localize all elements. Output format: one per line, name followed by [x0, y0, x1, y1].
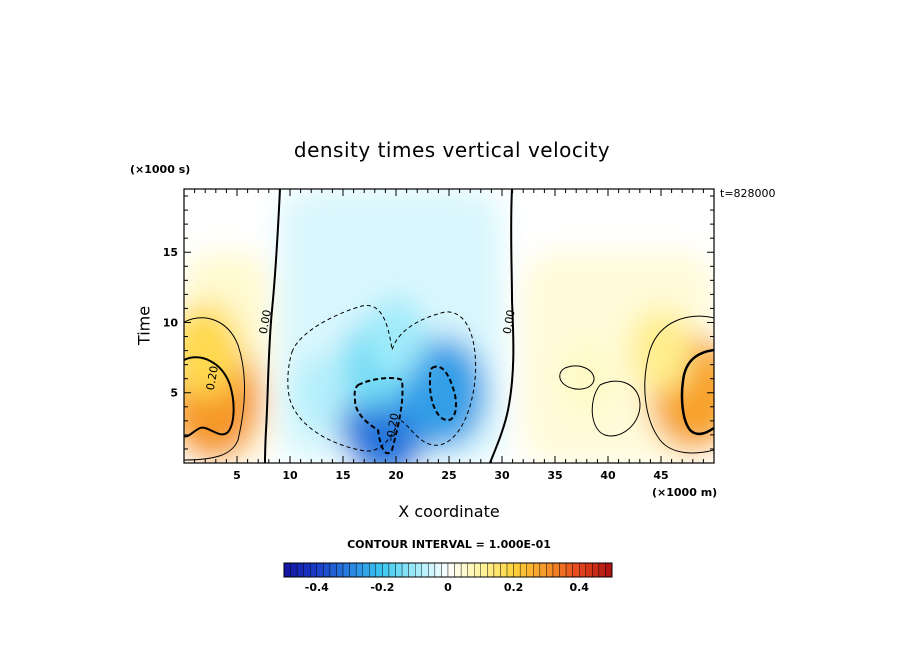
colorbar-cell-44 — [572, 562, 580, 578]
y-tick-label-10: 10 — [163, 316, 179, 329]
colorbar-cell-30 — [480, 562, 488, 578]
colorbar-cell-12 — [362, 562, 370, 578]
colorbar-cell-25 — [447, 562, 455, 578]
colorbar-tick-label-4: 0.4 — [569, 581, 589, 594]
field-blob-8 — [366, 296, 426, 377]
contour-label-2: 0.20 — [204, 365, 221, 391]
x-tick-label-25: 25 — [441, 469, 456, 482]
field-blob-9 — [293, 354, 351, 431]
colorbar-cell-24 — [441, 562, 449, 578]
colorbar-cell-18 — [401, 562, 409, 578]
colorbar-cell-46 — [585, 562, 593, 578]
colorbar-cell-4 — [310, 562, 317, 578]
y-tick-label-5: 5 — [170, 387, 178, 400]
colorbar-cell-9 — [342, 562, 350, 578]
colorbar-cell-22 — [428, 562, 436, 578]
contour-pos-left-0.1 — [184, 317, 245, 461]
y-tick-label-15: 15 — [163, 246, 178, 259]
colorbar-cell-6 — [323, 562, 331, 578]
chart-title: density times vertical velocity — [293, 138, 611, 162]
contour-pos-right-0.2 — [680, 348, 714, 436]
colorbar-cell-15 — [382, 562, 390, 578]
contour-zero-right — [489, 189, 515, 463]
colorbar-frame — [283, 562, 613, 578]
colorbar-cell-17 — [395, 562, 403, 578]
colorbar-cell-43 — [565, 562, 573, 578]
contour-label-3: -0.20 — [384, 412, 402, 442]
colorbar-cell-16 — [388, 562, 396, 578]
x-tick-label-5: 5 — [233, 469, 241, 482]
colorbar-cell-19 — [408, 562, 416, 578]
contour-neg-0.2-left — [353, 376, 404, 455]
contour-neg-0.1 — [287, 304, 477, 452]
x-tick-label-30: 30 — [494, 469, 510, 482]
x-units-label: (×1000 m) — [652, 486, 718, 499]
contour-interval-label: CONTOUR INTERVAL = 1.000E-01 — [347, 538, 551, 551]
x-tick-label-45: 45 — [653, 469, 668, 482]
colorbar-tick-label-2: 0 — [444, 581, 452, 594]
colorbar-cell-32 — [493, 562, 501, 578]
colorbar-cell-26 — [454, 562, 462, 578]
colorbar-tick-label-3: 0.2 — [504, 581, 524, 594]
colorbar-cell-13 — [369, 562, 377, 578]
colorbar-cell-14 — [375, 562, 383, 578]
contour-neg-0.2-right — [428, 365, 457, 422]
colorbar-cell-47 — [592, 562, 600, 578]
colorbar-cell-31 — [487, 562, 495, 578]
colorbar-cell-3 — [303, 562, 311, 578]
contour-pos-right-small — [559, 365, 595, 390]
colorbar-cell-5 — [316, 562, 324, 578]
x-tick-label-10: 10 — [282, 469, 298, 482]
colorbar-tick-label-0: -0.4 — [305, 581, 329, 594]
colorbar-cell-0 — [283, 562, 291, 578]
colorbar-cell-8 — [336, 562, 344, 578]
colorbar-cell-38 — [533, 562, 541, 578]
colorbar-cell-27 — [460, 562, 468, 578]
x-tick-label-20: 20 — [388, 469, 404, 482]
contour-zero-left — [264, 189, 281, 463]
colorbar-tick-label-1: -0.2 — [370, 581, 394, 594]
contour-pos-right-lower — [591, 380, 641, 437]
colorbar-cell-40 — [546, 562, 554, 578]
colorbar-cell-11 — [355, 562, 363, 578]
contour-labels: 0.00 0.00 0.20 -0.20 — [204, 309, 518, 443]
colorbar-cell-29 — [474, 562, 481, 578]
x-axis-label: X coordinate — [398, 502, 500, 521]
colorbar-cell-42 — [559, 562, 567, 578]
y-units-label: (×1000 s) — [130, 163, 191, 176]
colorbar-cell-37 — [526, 562, 534, 578]
field-blob-6 — [400, 336, 487, 449]
colorbar-cell-33 — [500, 562, 508, 578]
contour-label-1: 0.00 — [501, 309, 518, 335]
colorbar-cell-35 — [513, 562, 521, 578]
x-tick-label-15: 15 — [335, 469, 350, 482]
colorbar-cell-49 — [605, 562, 613, 578]
colorbar-cell-21 — [421, 562, 429, 578]
colorbar-cell-23 — [434, 562, 442, 578]
colorbar-cell-48 — [598, 562, 606, 578]
colorbar-cell-45 — [579, 562, 586, 578]
colorbar-cell-36 — [519, 562, 527, 578]
colorbar-cell-39 — [539, 562, 547, 578]
contour-pos-right-0.1 — [644, 315, 714, 454]
colorbar-cell-34 — [506, 562, 514, 578]
colorbar-cell-10 — [349, 562, 357, 578]
x-tick-label-35: 35 — [547, 469, 562, 482]
axes: 5 10 15 20 25 30 35 40 45 5 10 15 — [163, 189, 714, 482]
colorbar-cell-7 — [329, 562, 337, 578]
timestamp-label: t=828000 — [720, 187, 776, 200]
colorbar-cell-28 — [467, 562, 475, 578]
contour-pos-left-0.2 — [184, 356, 235, 438]
colorbar: -0.4 -0.2 0 0.2 0.4 — [283, 562, 613, 594]
field-blob-4 — [560, 342, 614, 415]
colorbar-cell-41 — [552, 562, 560, 578]
x-tick-label-40: 40 — [600, 469, 616, 482]
contour-label-0: 0.00 — [257, 309, 274, 335]
colorbar-cell-1 — [290, 562, 298, 578]
colorbar-cell-2 — [296, 562, 304, 578]
field-blob-1 — [184, 302, 242, 399]
colorbar-cell-20 — [415, 562, 422, 578]
